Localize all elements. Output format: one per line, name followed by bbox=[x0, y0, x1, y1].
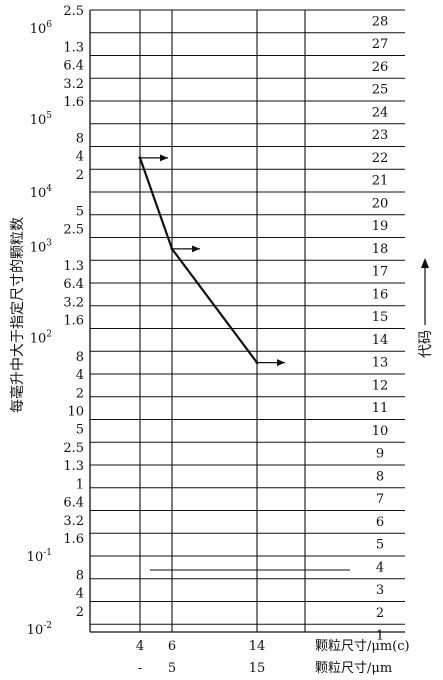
y-tick-label: 103 bbox=[30, 239, 53, 256]
code-label-19: 19 bbox=[372, 219, 389, 234]
code-label-13: 13 bbox=[372, 356, 389, 371]
x-row-label: 颗粒尺寸/μm(c) bbox=[315, 639, 410, 654]
y-tick-label: 3.2 bbox=[63, 514, 84, 529]
y-tick-label: 3.2 bbox=[63, 77, 84, 92]
y-tick-label: 4 bbox=[76, 587, 84, 602]
code-label-21: 21 bbox=[372, 174, 389, 189]
y-tick-label: 104 bbox=[30, 184, 53, 201]
y-tick-labels: 2.51061.36.43.21.610584210452.51031.36.4… bbox=[27, 4, 84, 638]
code-axis-title-text: 代码 bbox=[418, 330, 434, 358]
level-arrow-head-2 bbox=[192, 245, 200, 253]
series-point-2 bbox=[170, 247, 174, 251]
y-tick-label: 1.3 bbox=[63, 40, 84, 55]
code-label-3: 3 bbox=[376, 583, 384, 598]
code-label-6: 6 bbox=[376, 515, 384, 530]
grid-lines bbox=[90, 9, 405, 632]
code-label-18: 18 bbox=[372, 242, 389, 257]
x-tick-label: 5 bbox=[168, 661, 176, 676]
y-tick-label: 3.2 bbox=[63, 295, 84, 310]
code-label-24: 24 bbox=[372, 105, 389, 120]
code-label-10: 10 bbox=[372, 424, 389, 439]
y-tick-label: 1 bbox=[76, 477, 84, 492]
y-tick-label: 1.6 bbox=[63, 95, 84, 110]
series-point-3 bbox=[255, 361, 259, 365]
y-tick-label: 6.4 bbox=[63, 59, 84, 74]
y-tick-label: 5 bbox=[76, 204, 84, 219]
code-label-28: 28 bbox=[372, 14, 389, 29]
chart-frame bbox=[89, 10, 405, 633]
y-tick-label: 2.5 bbox=[63, 222, 84, 237]
code-label-2: 2 bbox=[376, 606, 384, 621]
series-point-1 bbox=[138, 156, 142, 160]
level-arrow-head-1 bbox=[160, 154, 168, 162]
x-tick-label: 4 bbox=[136, 639, 144, 654]
y-tick-label: 2.5 bbox=[63, 441, 84, 456]
y-tick-label: 106 bbox=[30, 20, 53, 37]
x-tick-label: 15 bbox=[249, 661, 266, 676]
code-labels: 2827262524232221201918171615141312111098… bbox=[372, 14, 389, 643]
code-label-25: 25 bbox=[372, 83, 389, 98]
y-tick-label: 2 bbox=[76, 168, 84, 183]
y-tick-label: 102 bbox=[30, 330, 52, 347]
code-label-20: 20 bbox=[372, 196, 389, 211]
y-tick-label: 1.6 bbox=[63, 314, 84, 329]
code-label-22: 22 bbox=[372, 151, 389, 166]
y-tick-label: 2 bbox=[76, 386, 84, 401]
y-tick-label: 105 bbox=[30, 111, 53, 128]
code-label-27: 27 bbox=[372, 37, 389, 52]
x-tick-label: - bbox=[138, 661, 142, 676]
x-tick-label: 6 bbox=[168, 639, 176, 654]
code-axis-arrow-head bbox=[421, 258, 429, 268]
code-label-1: 1 bbox=[376, 629, 384, 644]
code-label-16: 16 bbox=[372, 287, 389, 302]
y-tick-label: 2.5 bbox=[63, 4, 84, 19]
code-label-12: 12 bbox=[372, 378, 389, 393]
x-axis-labels: 4 6 14 颗粒尺寸/μm(c) - 5 15 颗粒尺寸/μm bbox=[136, 639, 410, 676]
y-tick-label: 1.3 bbox=[63, 459, 84, 474]
level-arrow-head-3 bbox=[277, 359, 285, 367]
code-label-4: 4 bbox=[376, 560, 384, 575]
code-label-23: 23 bbox=[372, 128, 389, 143]
y-tick-label: 10-2 bbox=[27, 621, 52, 638]
code-label-5: 5 bbox=[376, 538, 384, 553]
code-label-26: 26 bbox=[372, 60, 389, 75]
y-tick-label: 10-1 bbox=[27, 548, 52, 565]
code-label-17: 17 bbox=[372, 265, 389, 280]
code-axis-title: 代码 bbox=[418, 258, 434, 358]
y-tick-label: 1.6 bbox=[63, 532, 84, 547]
code-label-9: 9 bbox=[376, 447, 384, 462]
code-label-8: 8 bbox=[376, 469, 384, 484]
y-tick-label: 8 bbox=[76, 131, 84, 146]
y-tick-label: 8 bbox=[76, 568, 84, 583]
y-tick-label: 4 bbox=[76, 368, 84, 383]
y-tick-label: 6.4 bbox=[63, 277, 84, 292]
y-tick-label: 4 bbox=[76, 150, 84, 165]
code-label-7: 7 bbox=[376, 492, 384, 507]
code-label-14: 14 bbox=[372, 333, 389, 348]
series-line bbox=[138, 154, 285, 367]
x-row-label: 颗粒尺寸/μm bbox=[315, 661, 392, 676]
y-tick-label: 8 bbox=[76, 350, 84, 365]
x-tick-label: 14 bbox=[249, 639, 266, 654]
y-tick-label: 1.3 bbox=[63, 259, 84, 274]
y-tick-label: 2 bbox=[76, 605, 84, 620]
code-label-15: 15 bbox=[372, 310, 389, 325]
y-axis-title: 每毫升中大于指定尺寸的颗粒数 bbox=[9, 217, 26, 413]
y-tick-label: 10 bbox=[67, 405, 84, 420]
y-tick-label: 6.4 bbox=[63, 496, 84, 511]
code-label-11: 11 bbox=[372, 401, 389, 416]
y-tick-label: 5 bbox=[76, 423, 84, 438]
